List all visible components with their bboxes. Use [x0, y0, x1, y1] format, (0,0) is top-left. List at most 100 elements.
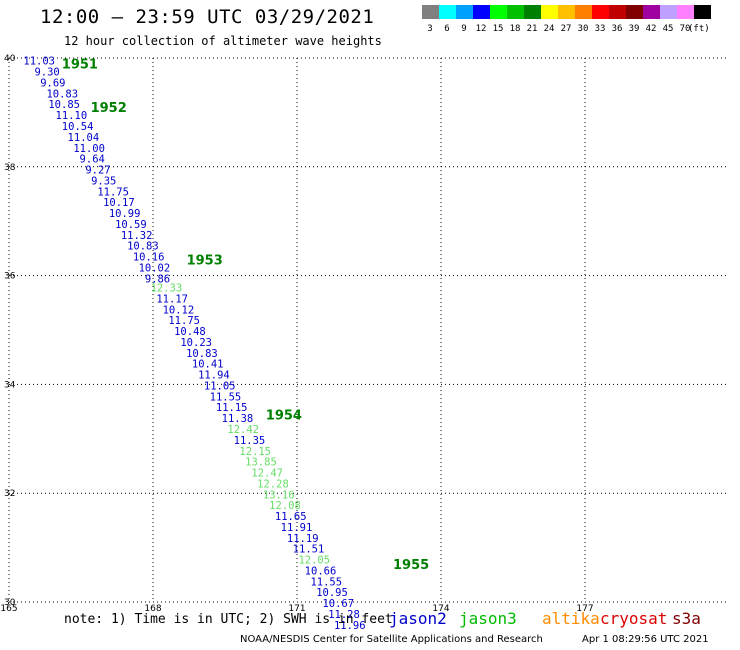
- satellite-legend-jason3: jason3: [459, 609, 517, 628]
- scale-swatch: [609, 5, 626, 19]
- lon-tick-label: 168: [144, 604, 161, 614]
- wave-height-value: 10.95: [316, 587, 348, 599]
- pass-time-label: 1951: [62, 57, 98, 72]
- wave-height-value: 11.51: [293, 544, 325, 556]
- scale-label: 45: [662, 24, 674, 34]
- scale-swatch: [524, 5, 541, 19]
- scale-label: 30: [577, 24, 589, 34]
- wave-height-value: 12.42: [227, 424, 259, 436]
- pass-time-label: 1955: [393, 558, 429, 573]
- scale-label: 27: [560, 24, 572, 34]
- wave-height-value: 13.85: [245, 457, 277, 469]
- scale-label: 36: [611, 24, 623, 34]
- wave-height-value: 11.94: [198, 370, 230, 382]
- lon-tick-label: 177: [576, 604, 593, 614]
- wave-height-value: 10.66: [305, 565, 337, 577]
- scale-label: 9: [461, 24, 467, 34]
- wave-height-value: 12.33: [151, 283, 183, 295]
- wave-height-observations: 11.039.309.6910.8310.8511.1010.5411.0411…: [23, 56, 365, 632]
- wave-height-value: 13.16: [263, 489, 295, 501]
- wave-height-value: 10.48: [174, 326, 206, 338]
- scale-label: 39: [628, 24, 640, 34]
- wave-height-value: 11.55: [310, 576, 342, 588]
- generated-timestamp: Apr 1 08:29:56 UTC 2021: [582, 634, 709, 645]
- pass-time-label: 1953: [187, 253, 223, 268]
- wave-height-value: 9.64: [80, 154, 105, 166]
- scale-swatch: [694, 5, 711, 19]
- lat-tick-label: 32: [4, 489, 15, 499]
- wave-height-value: 10.83: [127, 241, 159, 253]
- scale-label: 70: [679, 24, 691, 34]
- scale-label: 18: [509, 24, 521, 34]
- wave-height-value: 12.08: [269, 500, 301, 512]
- wave-height-value: 10.16: [133, 252, 165, 264]
- wave-height-value: 10.99: [109, 208, 141, 220]
- wave-height-value: 11.75: [168, 315, 200, 327]
- pass-time-label: 1954: [266, 408, 302, 423]
- scale-label: 24: [543, 24, 555, 34]
- scale-unit: (ft): [688, 24, 710, 34]
- lat-tick-label: 30: [4, 598, 16, 608]
- wave-height-value: 10.23: [180, 337, 212, 349]
- scale-label: 42: [645, 24, 657, 34]
- wave-height-value: 11.35: [234, 435, 266, 447]
- wave-height-value: 9.27: [85, 165, 110, 177]
- wave-height-value: 11.91: [281, 522, 313, 534]
- wave-height-value: 11.17: [156, 293, 188, 305]
- scale-swatch: [439, 5, 456, 19]
- wave-height-value: 11.96: [334, 620, 366, 632]
- wave-height-value: 12.28: [257, 478, 289, 490]
- wave-height-value: 11.10: [56, 110, 88, 122]
- scale-label: 3: [427, 24, 433, 34]
- satellite-legend-altika: altika: [542, 609, 600, 628]
- wave-height-value: 11.00: [73, 143, 105, 155]
- scale-swatch: [626, 5, 643, 19]
- wave-height-value: 9.30: [34, 67, 59, 79]
- scale-swatch: [507, 5, 524, 19]
- scale-swatch: [575, 5, 592, 19]
- pass-time-labels: 1951 1952 1953 1954 1955: [62, 57, 429, 572]
- satellite-legend-s3a: s3a: [672, 609, 701, 628]
- scale-swatch: [456, 5, 473, 19]
- scale-label: 21: [526, 24, 538, 34]
- wave-height-value: 11.38: [222, 413, 254, 425]
- scale-swatch: [422, 5, 439, 19]
- lon-tick-label: 174: [432, 604, 449, 614]
- wave-height-value: 11.75: [97, 186, 129, 198]
- wave-height-value: 10.12: [163, 304, 195, 316]
- scale-swatch: [473, 5, 490, 19]
- wave-height-value: 9.86: [145, 273, 170, 285]
- wave-height-value: 11.04: [68, 132, 100, 144]
- scale-label: 6: [444, 24, 450, 34]
- wave-height-value: 10.59: [115, 219, 147, 231]
- wave-height-value: 11.65: [275, 511, 307, 523]
- map-axis-labels: 165 168 171 174 177 40 38 36 34 32 30: [0, 54, 593, 614]
- lat-tick-label: 34: [4, 380, 16, 390]
- wave-height-value: 10.83: [46, 88, 78, 100]
- wave-height-value: 10.83: [186, 348, 218, 360]
- satellite-legend-cryosat: cryosat: [600, 609, 668, 628]
- wave-height-value: 11.03: [23, 56, 55, 68]
- scale-swatch: [558, 5, 575, 19]
- credit-line: NOAA/NESDIS Center for Satellite Applica…: [240, 634, 543, 645]
- lat-tick-label: 36: [4, 272, 16, 282]
- wave-height-value: 12.05: [298, 555, 330, 567]
- wave-height-value: 10.41: [192, 359, 224, 371]
- wave-height-value: 11.55: [210, 391, 242, 403]
- wave-height-value: 10.85: [48, 99, 80, 111]
- lat-tick-label: 40: [4, 54, 16, 64]
- wave-height-value: 10.54: [62, 121, 94, 133]
- wave-height-value: 10.02: [139, 262, 171, 274]
- wave-height-value: 9.69: [40, 77, 65, 89]
- scale-swatch: [643, 5, 660, 19]
- satellite-legend-jason2: jason2: [389, 609, 447, 628]
- wave-height-value: 11.28: [328, 609, 360, 621]
- wave-height-value: 10.17: [103, 197, 135, 209]
- scale-label: 33: [594, 24, 606, 34]
- lon-tick-label: 171: [288, 604, 305, 614]
- wave-height-value: 11.32: [121, 230, 153, 242]
- footer-note: note: 1) Time is in UTC; 2) SWH is in fe…: [64, 612, 393, 627]
- scale-swatch: [490, 5, 507, 19]
- wave-height-value: 12.47: [251, 468, 283, 480]
